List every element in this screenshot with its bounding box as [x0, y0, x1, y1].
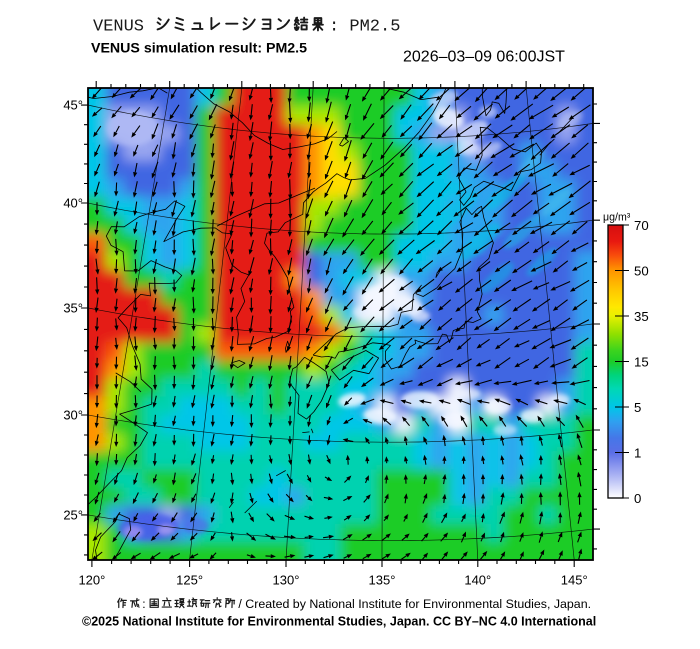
svg-text::: :	[142, 597, 145, 611]
svg-text:25°: 25°	[63, 507, 83, 522]
svg-text:μg/m³: μg/m³	[603, 212, 631, 224]
svg-text:135°: 135°	[369, 573, 396, 588]
svg-text:5: 5	[634, 400, 641, 415]
svg-text:1: 1	[634, 446, 641, 461]
svg-text:©2025 National Institute for E: ©2025 National Institute for Environment…	[82, 615, 596, 629]
svg-text:70: 70	[634, 218, 649, 233]
svg-text:120°: 120°	[78, 573, 105, 588]
svg-text:35: 35	[634, 309, 649, 324]
svg-text:30°: 30°	[63, 408, 83, 423]
svg-text:15: 15	[634, 355, 649, 370]
svg-text:2026–03–09 06:00JST: 2026–03–09 06:00JST	[403, 49, 565, 66]
svg-text:50: 50	[634, 264, 649, 279]
svg-text:: PM2.5: : PM2.5	[329, 18, 400, 37]
svg-text:45°: 45°	[63, 98, 83, 113]
svg-text:/ Created by National Institut: / Created by National Institute for Envi…	[238, 597, 591, 611]
svg-text:VENUS: VENUS	[93, 18, 144, 37]
svg-text:0: 0	[634, 491, 641, 506]
svg-text:VENUS simulation result: PM2.5: VENUS simulation result: PM2.5	[91, 40, 307, 56]
svg-text:40°: 40°	[63, 196, 83, 211]
svg-text:125°: 125°	[176, 573, 203, 588]
svg-text:140°: 140°	[464, 573, 491, 588]
svg-text:145°: 145°	[561, 573, 588, 588]
svg-text:35°: 35°	[63, 301, 83, 316]
svg-text:130°: 130°	[273, 573, 300, 588]
